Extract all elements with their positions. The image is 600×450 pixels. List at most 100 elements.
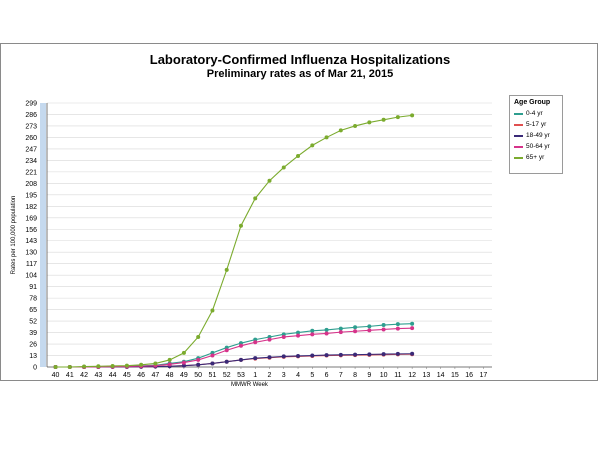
x-tick-label: 3 bbox=[282, 372, 286, 379]
data-point-18-49-yr bbox=[395, 351, 400, 356]
data-point-50-64-yr bbox=[181, 360, 186, 365]
x-tick-label: 1 bbox=[253, 372, 257, 379]
y-axis-band bbox=[40, 103, 46, 367]
data-point-50-64-yr bbox=[410, 326, 415, 331]
data-point-50-64-yr bbox=[267, 337, 272, 342]
data-point-50-64-yr bbox=[338, 330, 343, 335]
chart-frame bbox=[0, 43, 598, 381]
data-point-50-64-yr bbox=[310, 332, 315, 337]
data-point-65-yr bbox=[267, 178, 272, 183]
data-point-0-4-yr bbox=[410, 321, 415, 326]
x-tick-label: 14 bbox=[437, 372, 445, 379]
y-tick-label: 156 bbox=[25, 227, 37, 234]
data-point-0-4-yr bbox=[367, 324, 372, 329]
legend-label: 65+ yr bbox=[526, 154, 545, 161]
data-point-65-yr bbox=[110, 363, 115, 368]
data-point-65-yr bbox=[181, 350, 186, 355]
x-tick-label: 49 bbox=[180, 372, 188, 379]
legend-item-5-17-yr: 5-17 yr bbox=[510, 119, 562, 130]
data-point-50-64-yr bbox=[281, 334, 286, 339]
data-point-65-yr bbox=[310, 143, 315, 148]
x-tick-label: 6 bbox=[325, 372, 329, 379]
y-tick-label: 299 bbox=[25, 101, 37, 108]
data-point-50-64-yr bbox=[253, 340, 258, 345]
x-tick-label: 44 bbox=[109, 372, 117, 379]
data-point-0-4-yr bbox=[324, 327, 329, 332]
x-tick-label: 13 bbox=[422, 372, 430, 379]
data-point-18-49-yr bbox=[410, 351, 415, 356]
x-tick-label: 5 bbox=[310, 372, 314, 379]
chart-title: Laboratory-Confirmed Influenza Hospitali… bbox=[149, 52, 451, 67]
data-point-65-yr bbox=[296, 153, 301, 158]
x-tick-label: 12 bbox=[408, 372, 416, 379]
data-point-18-49-yr bbox=[238, 357, 243, 362]
data-point-65-yr bbox=[210, 308, 215, 313]
y-tick-label: 208 bbox=[25, 181, 37, 188]
grid bbox=[47, 102, 492, 368]
x-tick-label: 7 bbox=[339, 372, 343, 379]
data-point-65-yr bbox=[381, 117, 386, 122]
data-point-65-yr bbox=[124, 363, 129, 368]
x-tick-label: 53 bbox=[237, 372, 245, 379]
data-point-18-49-yr bbox=[324, 353, 329, 358]
data-point-50-64-yr bbox=[196, 357, 201, 362]
legend-item-65-yr: 65+ yr bbox=[510, 152, 562, 163]
data-point-65-yr bbox=[324, 135, 329, 140]
data-point-65-yr bbox=[96, 364, 101, 369]
data-point-65-yr bbox=[139, 362, 144, 367]
x-tick-label: 40 bbox=[52, 372, 60, 379]
legend-swatch bbox=[514, 146, 523, 148]
x-axis-label: MMWR Week bbox=[231, 382, 269, 388]
data-point-50-64-yr bbox=[395, 326, 400, 331]
x-tick-label: 9 bbox=[367, 372, 371, 379]
data-point-0-4-yr bbox=[296, 330, 301, 335]
data-point-65-yr bbox=[224, 267, 229, 272]
x-tick-label: 50 bbox=[194, 372, 202, 379]
data-point-65-yr bbox=[167, 357, 172, 362]
x-tick-label: 10 bbox=[380, 372, 388, 379]
x-tick-label: 43 bbox=[94, 372, 102, 379]
data-point-0-4-yr bbox=[381, 323, 386, 328]
y-tick-label: 130 bbox=[25, 250, 37, 257]
y-tick-label: 273 bbox=[25, 123, 37, 130]
data-point-50-64-yr bbox=[381, 327, 386, 332]
data-point-18-49-yr bbox=[353, 352, 358, 357]
x-tick-label: 47 bbox=[151, 372, 159, 379]
series-line-50-64-yr bbox=[55, 327, 413, 368]
y-tick-label: 182 bbox=[25, 204, 37, 211]
data-point-18-49-yr bbox=[224, 359, 229, 364]
data-point-65-yr bbox=[253, 196, 258, 201]
y-tick-label: 117 bbox=[26, 261, 37, 268]
x-tick-label: 42 bbox=[80, 372, 88, 379]
data-point-18-49-yr bbox=[338, 352, 343, 357]
y-tick-label: 0 bbox=[33, 365, 37, 372]
data-point-50-64-yr bbox=[210, 353, 215, 358]
y-tick-label: 143 bbox=[25, 238, 37, 245]
legend-swatch bbox=[514, 157, 523, 159]
y-tick-label: 104 bbox=[25, 273, 37, 280]
x-tick-label: 51 bbox=[209, 372, 217, 379]
data-point-18-49-yr bbox=[253, 356, 258, 361]
data-point-65-yr bbox=[353, 123, 358, 128]
x-tick-label: 2 bbox=[268, 372, 272, 379]
data-point-50-64-yr bbox=[367, 328, 372, 333]
data-point-50-64-yr bbox=[167, 362, 172, 367]
y-tick-label: 78 bbox=[29, 296, 37, 303]
y-tick-label: 195 bbox=[25, 192, 37, 199]
y-tick-label: 169 bbox=[25, 215, 37, 222]
data-point-50-64-yr bbox=[324, 331, 329, 336]
legend: Age Group 0-4 yr 5-17 yr 18-49 yr 50-64 yr 6… bbox=[509, 95, 563, 174]
x-tick-label: 46 bbox=[137, 372, 145, 379]
data-point-18-49-yr bbox=[267, 355, 272, 360]
data-point-18-49-yr bbox=[296, 353, 301, 358]
x-tick-label: 11 bbox=[394, 372, 401, 379]
y-tick-label: 234 bbox=[25, 158, 37, 165]
series-line-65-yr bbox=[55, 114, 413, 368]
x-tick-label: 45 bbox=[123, 372, 131, 379]
data-point-65-yr bbox=[395, 115, 400, 120]
legend-item-18-49-yr: 18-49 yr bbox=[510, 130, 562, 141]
data-point-50-64-yr bbox=[353, 329, 358, 334]
y-axis-label: Rates per 100,000 population bbox=[11, 196, 17, 275]
legend-swatch bbox=[514, 113, 523, 115]
x-tick-label: 48 bbox=[166, 372, 174, 379]
